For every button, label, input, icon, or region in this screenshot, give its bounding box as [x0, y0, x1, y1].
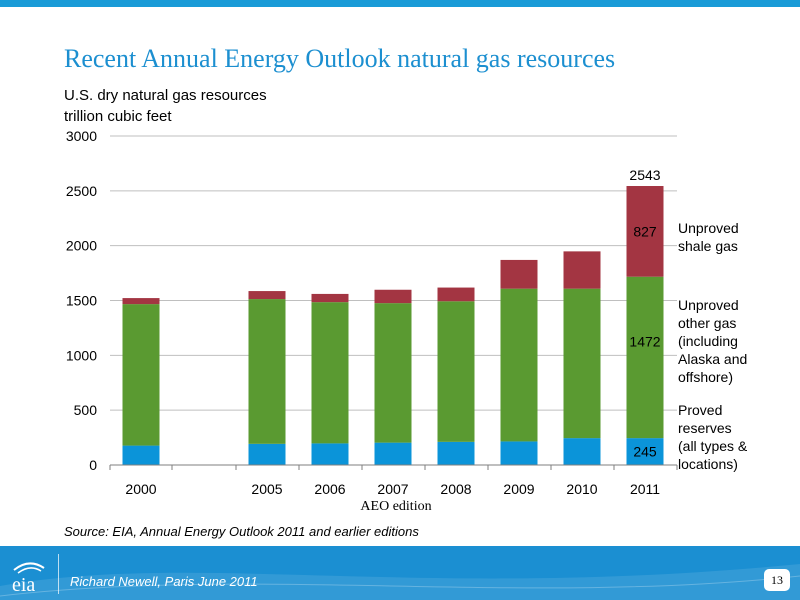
legend-label-series-1-line-3: Alaska and	[678, 351, 747, 367]
top-accent-bar	[0, 0, 800, 7]
bar-2010-series-0	[563, 438, 601, 465]
footer-divider	[58, 554, 59, 594]
x-tick-label-2011: 2011	[630, 481, 660, 497]
bar-2011-series-1	[626, 276, 664, 439]
source-note: Source: EIA, Annual Energy Outlook 2011 …	[64, 524, 419, 539]
chart-subtitle: U.S. dry natural gas resources trillion …	[64, 85, 267, 127]
bar-2011-series-0	[626, 438, 664, 465]
bar-2010-series-1	[563, 288, 601, 439]
bar-2009-series-0	[500, 441, 538, 465]
bar-2008-series-0	[437, 441, 475, 465]
legend-label-series-0-line-0: Proved	[678, 402, 722, 418]
data-label-total-2011: 2543	[629, 167, 660, 183]
eia-logo-icon: eia	[12, 562, 45, 594]
bar-2009-series-2	[500, 259, 538, 289]
page-number: 13	[764, 569, 790, 591]
bar-2000-series-1	[122, 304, 160, 446]
x-tick-label-2008: 2008	[440, 481, 471, 497]
legend-label-series-2-line-1: shale gas	[678, 238, 738, 254]
x-tick-label-2006: 2006	[314, 481, 345, 497]
x-tick-label-2000: 2000	[125, 481, 156, 497]
y-tick-label-1000: 1000	[66, 347, 97, 363]
bar-2005-series-0	[248, 443, 286, 465]
legend-label-series-0-line-1: reserves	[678, 420, 732, 436]
bar-2006-series-1	[311, 302, 349, 444]
bar-2007-series-1	[374, 303, 412, 443]
legend-label-series-2-line-0: Unproved	[678, 220, 739, 236]
x-axis-title: AEO edition	[360, 499, 431, 514]
footer-presenter: Richard Newell, Paris June 2011	[70, 574, 258, 589]
y-tick-label-3000: 3000	[66, 128, 97, 144]
slide-title: Recent Annual Energy Outlook natural gas…	[64, 44, 616, 73]
x-tick-label-2010: 2010	[566, 481, 597, 497]
subtitle-line-2: trillion cubic feet	[64, 108, 172, 125]
y-tick-label-2000: 2000	[66, 238, 97, 254]
bar-2009-series-1	[500, 288, 538, 442]
stacked-bar-chart: 0 500 1000 1500 2000 2500 3000 2000 2005 2006 2007…	[66, 128, 748, 514]
bar-2006-series-2	[311, 293, 349, 303]
bar-2008-series-2	[437, 287, 475, 302]
data-label-shale-2011: 827	[633, 223, 657, 239]
bar-2011-series-2	[626, 186, 664, 277]
legend-label-series-1-line-2: (including	[678, 333, 738, 349]
legend-label-series-0-line-3: locations)	[678, 456, 738, 472]
bar-2008-series-1	[437, 301, 475, 442]
footer-wave-decoration	[0, 564, 800, 600]
bar-2007-series-0	[374, 442, 412, 465]
bar-2010-series-2	[563, 251, 601, 289]
bar-2006-series-0	[311, 443, 349, 465]
bar-2000-series-0	[122, 445, 160, 465]
logo-text: eia	[12, 574, 35, 594]
data-label-other-2011: 1472	[629, 333, 660, 349]
y-tick-label-1500: 1500	[66, 293, 97, 309]
x-tick-label-2009: 2009	[503, 481, 534, 497]
x-tick-label-2005: 2005	[251, 481, 282, 497]
bar-2005-series-1	[248, 299, 286, 444]
legend-label-series-1-line-0: Unproved	[678, 297, 739, 313]
y-tick-label-0: 0	[89, 457, 97, 473]
bar-2000-series-2	[122, 298, 160, 305]
legend-label-series-1-line-4: offshore)	[678, 369, 733, 385]
y-tick-label-500: 500	[74, 402, 98, 418]
data-label-proved-2011: 245	[633, 444, 657, 460]
bar-2005-series-2	[248, 291, 286, 300]
legend-label-series-0-line-2: (all types &	[678, 438, 748, 454]
y-tick-label-2500: 2500	[66, 183, 97, 199]
legend-label-series-1-line-1: other gas	[678, 315, 736, 331]
footer-bar: eia Richard Newell, Paris June 2011 13	[0, 546, 800, 600]
subtitle-line-1: U.S. dry natural gas resources	[64, 87, 267, 104]
bar-2007-series-2	[374, 289, 412, 304]
x-tick-label-2007: 2007	[377, 481, 408, 497]
